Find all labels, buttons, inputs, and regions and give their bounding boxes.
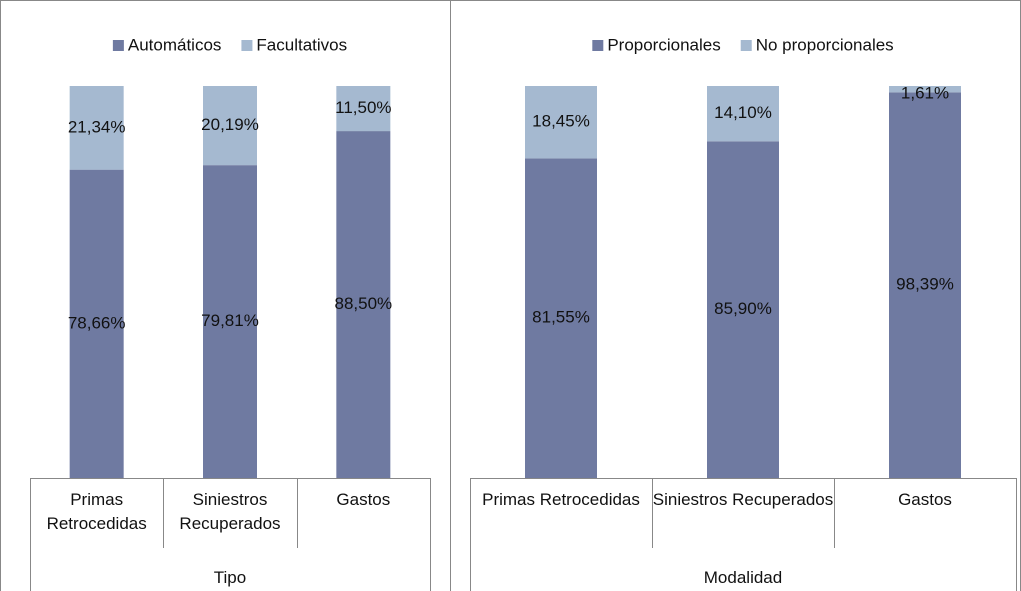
value-label: 98,39%	[896, 275, 954, 294]
value-label: 11,50%	[335, 98, 391, 117]
x-tick-label: Primas Retrocedidas	[46, 490, 147, 533]
value-label: 85,90%	[714, 299, 772, 318]
x-axis-label: Tipo	[213, 568, 247, 587]
bar-segment	[889, 92, 961, 478]
bar-segment	[336, 86, 391, 132]
value-label: 1,61%	[901, 83, 949, 102]
legend-label: Facultativos	[256, 35, 347, 54]
legend-swatch	[241, 40, 253, 51]
legend-swatch	[112, 40, 124, 51]
bar-segment	[336, 131, 391, 478]
bar-segment	[69, 169, 124, 478]
bar-segment	[203, 165, 257, 478]
x-tick-label: Siniestros Recuperados	[179, 490, 281, 533]
bar-segment	[889, 86, 961, 93]
x-axis-label: Modalidad	[703, 568, 783, 587]
value-label: 79,81%	[201, 311, 259, 330]
x-tick-label: Primas Retrocedidas	[482, 490, 640, 509]
bar-segment	[69, 86, 124, 170]
value-label: 20,19%	[201, 115, 259, 134]
x-tick-label: Siniestros Recuperados	[652, 490, 834, 509]
legend-label: Proporcionales	[607, 35, 720, 54]
legend-label: No proporcionales	[756, 35, 894, 54]
legend-label: Automáticos	[128, 35, 222, 54]
value-label: 18,45%	[532, 112, 590, 131]
bar-segment	[707, 86, 779, 142]
value-label: 81,55%	[532, 308, 590, 327]
bar-segment	[525, 158, 597, 478]
value-label: 88,50%	[334, 294, 392, 313]
x-tick-label: Gastos	[336, 490, 391, 509]
legend-swatch	[740, 40, 752, 51]
value-label: 78,66%	[68, 313, 126, 332]
x-tick-label: Gastos	[898, 490, 952, 509]
bar-segment	[707, 141, 779, 478]
value-label: 21,34%	[68, 117, 126, 136]
legend-swatch	[592, 40, 604, 51]
bar-segment	[525, 86, 597, 159]
bar-segment	[203, 86, 257, 166]
value-label: 14,10%	[714, 103, 772, 122]
